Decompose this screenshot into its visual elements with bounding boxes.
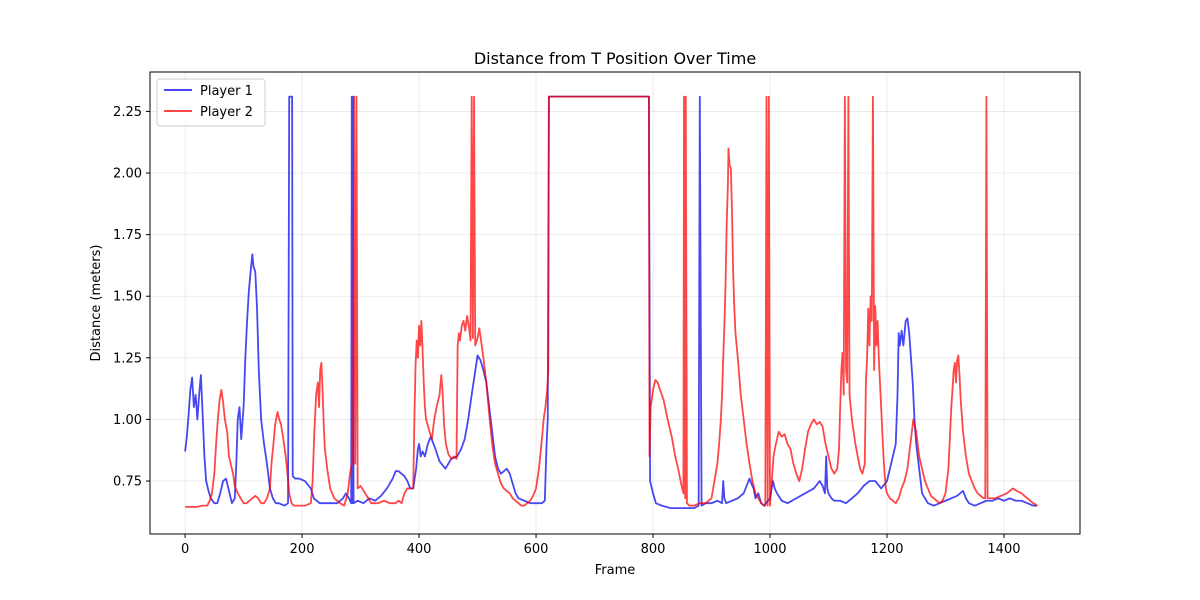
y-axis-ticks: 0.75 1.00 1.25 1.50 1.75 2.00 2.25 <box>113 105 150 490</box>
x-tick-label: 400 <box>407 542 432 557</box>
x-axis-ticks: 0 200 400 600 800 1000 1200 1400 <box>181 534 1021 557</box>
series-line-player-1 <box>184 95 1038 510</box>
series-line-player-2 <box>185 95 1038 508</box>
y-tick-label: 1.25 <box>113 351 142 366</box>
x-tick-label: 1400 <box>987 542 1020 557</box>
x-axis-label: Frame <box>595 563 636 578</box>
y-axis-label: Distance (meters) <box>89 245 104 362</box>
legend-label-player-1: Player 1 <box>200 84 253 99</box>
legend-label-player-2: Player 2 <box>200 105 253 120</box>
plot-frame <box>149 71 1081 535</box>
x-tick-label: 0 <box>181 542 189 557</box>
y-tick-label: 2.25 <box>113 105 142 120</box>
x-tick-label: 1200 <box>870 542 903 557</box>
y-tick-label: 2.00 <box>113 167 142 182</box>
y-tick-label: 1.75 <box>113 228 142 243</box>
y-tick-label: 1.00 <box>113 413 142 428</box>
x-tick-label: 200 <box>290 542 315 557</box>
x-tick-label: 1000 <box>753 542 786 557</box>
chart-title: Distance from T Position Over Time <box>474 49 756 68</box>
series-lines <box>184 95 1038 510</box>
x-tick-label: 800 <box>641 542 666 557</box>
legend: Player 1 Player 2 <box>156 78 266 127</box>
y-tick-label: 1.50 <box>113 290 142 305</box>
x-tick-label: 600 <box>524 542 549 557</box>
y-tick-label: 0.75 <box>113 475 142 490</box>
